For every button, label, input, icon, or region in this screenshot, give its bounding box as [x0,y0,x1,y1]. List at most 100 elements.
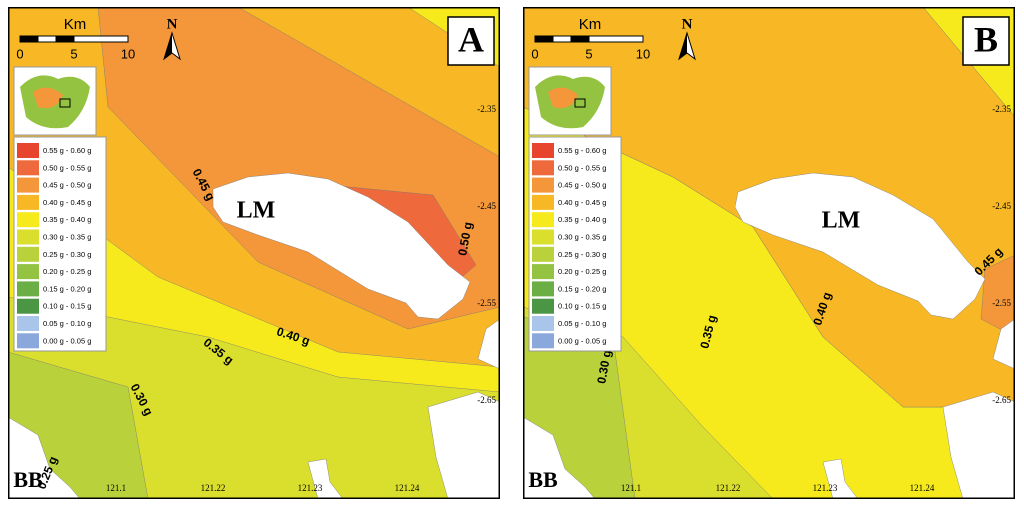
scale-bar-segment [570,35,590,43]
panel-letter: A [458,19,484,59]
legend-swatch [532,264,554,280]
legend-swatch [17,281,39,297]
land [8,416,81,499]
legend-swatch [532,177,554,193]
place-label: BB [13,467,43,492]
scale-tick-label: 0 [531,46,538,61]
land [992,318,1015,370]
scale-unit: Km [64,16,87,33]
scale-tick-label: 5 [70,46,77,61]
island [212,172,471,320]
scale-bar-segment [534,35,554,43]
legend-label: 0.55 g - 0.60 g [558,146,606,155]
legend-label: 0.00 g - 0.05 g [43,336,91,345]
legend-swatch [532,333,554,349]
legend-swatch [17,264,39,280]
scale-tick-label: 5 [585,46,592,61]
longitude-label: 121.1 [621,483,641,493]
north-arrow [164,33,172,59]
legend-swatch [532,212,554,228]
legend-label: 0.10 g - 0.15 g [43,302,91,311]
latitude-label: -2.55 [992,298,1011,308]
legend-swatch [17,333,39,349]
legend-swatch [17,246,39,262]
land [523,416,596,499]
latitude-label: -2.55 [477,298,496,308]
north-label: N [167,16,178,32]
legend-swatch [17,160,39,176]
legend-swatch [17,212,39,228]
legend-label: 0.50 g - 0.55 g [43,163,91,172]
longitude-label: 121.24 [910,483,935,493]
scale-unit: Km [579,16,602,33]
legend-label: 0.45 g - 0.50 g [43,181,91,190]
legend-label: 0.35 g - 0.40 g [558,215,606,224]
land [822,458,859,499]
scale-bar-segment [73,35,129,43]
legend-swatch [532,229,554,245]
scale-bar-segment [588,35,644,43]
legend-label: 0.45 g - 0.50 g [558,181,606,190]
hazard-zone [980,254,1015,338]
panel-letter-box [962,16,1010,66]
legend-label: 0.50 g - 0.55 g [558,163,606,172]
legend-label: 0.30 g - 0.35 g [558,232,606,241]
place-label: BB [528,467,558,492]
legend-label: 0.20 g - 0.25 g [558,267,606,276]
north-arrow [679,33,687,59]
legend-swatch [17,316,39,331]
scale-bar-segment [37,35,57,43]
scale-bar-segment [552,35,572,43]
panel-frame [8,7,500,499]
scale-bar-segment [55,35,75,43]
land [942,391,1015,499]
land [307,458,344,499]
longitude-label: 121.24 [395,483,420,493]
legend-swatch [532,281,554,297]
legend-swatch [17,143,39,158]
map-panel: 0.45 g0.50 g0.40 g0.35 g0.30 g0.25 gLMBB… [8,7,500,499]
legend-label: 0.05 g - 0.10 g [558,319,606,328]
legend-label: 0.10 g - 0.15 g [558,302,606,311]
inset-locator [59,98,71,108]
panel-letter-box [447,16,495,66]
place-label: LM [237,198,276,224]
legend-label: 0.20 g - 0.25 g [43,267,91,276]
scale-tick-label: 10 [636,46,650,61]
legend-label: 0.00 g - 0.05 g [558,336,606,345]
legend-label: 0.15 g - 0.20 g [558,284,606,293]
legend-label: 0.30 g - 0.35 g [43,232,91,241]
longitude-label: 121.22 [716,483,741,493]
inset-zone [33,87,63,109]
contour-label: 0.50 g [455,221,475,257]
longitude-label: 121.1 [106,483,126,493]
legend-label: 0.40 g - 0.45 g [43,198,91,207]
map-panel: 0.40 g0.35 g0.30 g0.45 gLMBB-2.35-2.45-2… [523,7,1015,499]
north-label: N [682,16,693,32]
latitude-label: -2.35 [477,104,496,114]
latitude-label: -2.65 [992,395,1011,405]
legend-label: 0.15 g - 0.20 g [43,284,91,293]
longitude-label: 121.23 [298,483,323,493]
latitude-label: -2.45 [992,201,1011,211]
legend-swatch [17,229,39,245]
island [734,172,986,320]
latitude-label: -2.35 [992,104,1011,114]
legend-label: 0.35 g - 0.40 g [43,215,91,224]
legend-label: 0.55 g - 0.60 g [43,146,91,155]
legend-swatch [532,316,554,331]
legend-swatch [532,298,554,314]
legend-label: 0.25 g - 0.30 g [558,250,606,259]
panel-letter: B [974,19,998,59]
legend-swatch [17,298,39,314]
scale-tick-label: 10 [121,46,135,61]
legend-label: 0.40 g - 0.45 g [558,198,606,207]
inset-locator [574,98,586,108]
scale-tick-label: 0 [16,46,23,61]
legend-swatch [532,160,554,176]
longitude-label: 121.23 [813,483,838,493]
legend-swatch [532,246,554,262]
legend-swatch [532,194,554,210]
panel-frame [523,7,1015,499]
